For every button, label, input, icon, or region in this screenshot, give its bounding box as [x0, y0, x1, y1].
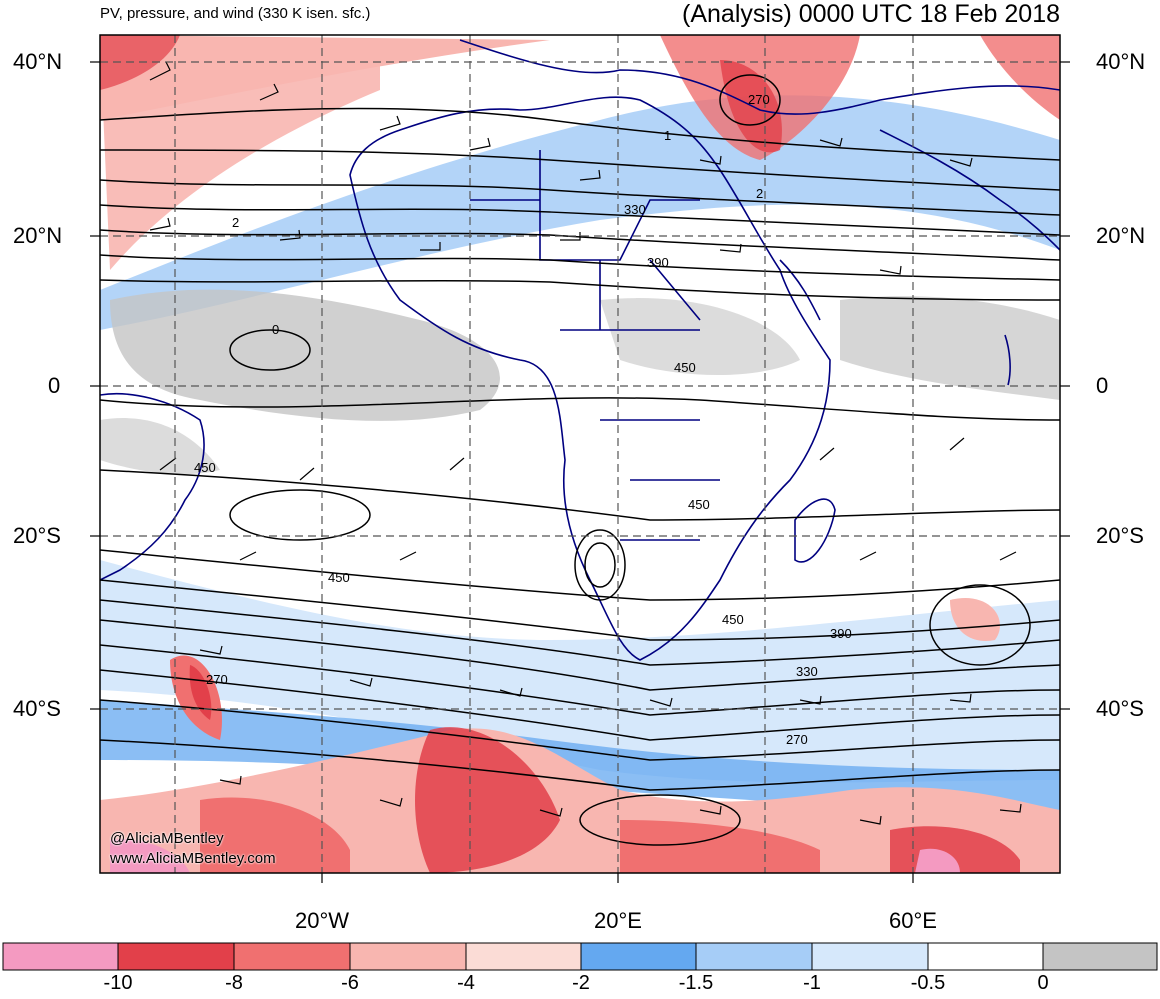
colorbar-label: -1.5 — [678, 972, 714, 994]
lat-label-left: 0 — [48, 373, 61, 398]
lat-label-right: 20°S — [1096, 523, 1144, 548]
lat-label-right: 0 — [1096, 373, 1109, 398]
contour-label: 390 — [647, 255, 669, 270]
lat-label-left: 20°N — [13, 223, 63, 248]
contour-label: 0 — [272, 322, 279, 337]
contour-label: 390 — [830, 626, 852, 641]
colorbar-swatch — [2, 942, 119, 971]
colorbar-swatch — [349, 942, 467, 971]
colorbar-swatch — [811, 942, 929, 971]
map-frame — [99, 34, 1061, 874]
contour-label: 330 — [796, 664, 818, 679]
colorbar-swatch — [465, 942, 582, 971]
colorbar-swatch — [580, 942, 697, 971]
colorbar-swatch — [927, 942, 1044, 971]
lon-label: 60°E — [889, 908, 937, 933]
colorbar-label: -6 — [341, 972, 359, 994]
colorbar-label: -2 — [572, 972, 590, 994]
contour-label: 330 — [624, 202, 646, 217]
colorbar-label: -1 — [803, 972, 821, 994]
credit-website: www.AliciaMBentley.com — [110, 850, 276, 867]
colorbar-swatch — [695, 942, 813, 971]
colorbar-label: -4 — [457, 972, 475, 994]
map-title: (Analysis) 0000 UTC 18 Feb 2018 — [682, 0, 1060, 28]
contour-label: 450 — [194, 460, 216, 475]
colorbar-swatch — [117, 942, 235, 971]
contour-label: 270 — [206, 672, 228, 687]
lat-label-right: 40°S — [1096, 696, 1144, 721]
colorbar-label: -10 — [103, 972, 133, 994]
lon-label: 20°E — [594, 908, 642, 933]
lat-label-right: 40°N — [1096, 49, 1146, 74]
lat-label-left: 40°S — [13, 696, 61, 721]
wind-barbs — [149, 61, 1022, 825]
colorbar-label: 0 — [1037, 972, 1049, 994]
contour-label: 1 — [664, 128, 671, 143]
lon-label: 20°W — [294, 908, 350, 933]
contour-label: 270 — [786, 732, 808, 747]
contour-label: 450 — [722, 612, 744, 627]
lat-label-left: 20°S — [13, 523, 61, 548]
contour-label: 450 — [674, 360, 696, 375]
contour-label: 270 — [748, 92, 770, 107]
contour-label: 2 — [232, 215, 239, 230]
contour-label: 450 — [328, 570, 350, 585]
map-subtitle: PV, pressure, and wind (330 K isen. sfc.… — [100, 5, 371, 22]
credit-handle: @AliciaMBentley — [110, 830, 224, 847]
lat-label-right: 20°N — [1096, 223, 1146, 248]
colorbar — [2, 942, 1158, 971]
graticule — [100, 35, 1060, 873]
colorbar-swatch — [233, 942, 351, 971]
colorbar-label: -8 — [225, 972, 243, 994]
lat-label-left: 40°N — [13, 49, 63, 74]
colorbar-label: -0.5 — [910, 972, 946, 994]
isobars — [100, 74, 1060, 846]
tick-marks — [90, 61, 1070, 883]
contour-label: 450 — [688, 497, 710, 512]
contour-label: 2 — [756, 186, 763, 201]
colorbar-swatch — [1042, 942, 1158, 971]
